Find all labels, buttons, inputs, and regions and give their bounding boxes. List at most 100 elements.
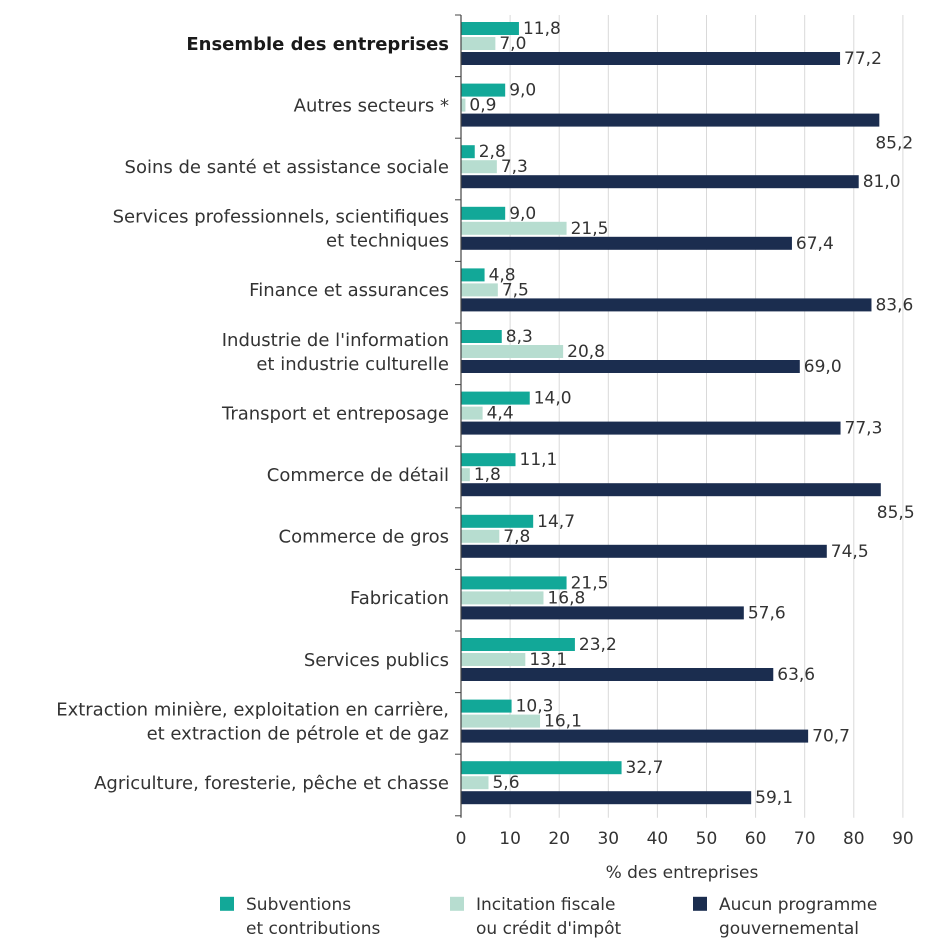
- category-label: Autres secteurs *: [294, 95, 449, 116]
- value-label-s1-c10: 13,1: [529, 650, 567, 670]
- bar-s0-c11: [461, 699, 512, 713]
- value-label-s0-c5: 8,3: [506, 327, 533, 347]
- x-axis-title: % des entreprises: [606, 863, 759, 883]
- value-label-s2-c6: 77,3: [845, 419, 883, 439]
- bar-s1-c7: [461, 468, 470, 482]
- category-label: Transport et entreposage: [221, 403, 449, 424]
- x-tick-30: 30: [597, 829, 619, 849]
- x-tick-20: 20: [548, 829, 570, 849]
- value-label-s2-c10: 63,6: [777, 665, 815, 685]
- bar-s2-c1: [461, 113, 880, 127]
- value-label-s0-c6: 14,0: [534, 389, 572, 409]
- category-label: Ensemble des entreprises: [186, 34, 449, 55]
- category-label: Services publics: [304, 650, 449, 671]
- value-label-s2-c12: 59,1: [755, 788, 793, 808]
- legend: Subventions et contributions Incitation fi…: [220, 895, 877, 939]
- value-label-s1-c9: 16,8: [547, 588, 585, 608]
- value-label-s2-c0: 77,2: [844, 49, 882, 69]
- value-label-s2-c3: 67,4: [796, 234, 834, 254]
- bar-s1-c6: [461, 406, 483, 420]
- category-label: Services professionnels, scientifiques: [113, 207, 449, 228]
- legend-swatch-s2: [693, 896, 707, 911]
- bar-s0-c6: [461, 391, 530, 405]
- value-labels: 11,87,0 77,2 9,0 0,9 85,2 2,87,3 81,0 9,0 21,5 67…: [469, 19, 914, 808]
- value-label-s2-c5: 69,0: [804, 357, 842, 377]
- x-tick-0: 0: [456, 829, 467, 849]
- bar-s2-c10: [461, 668, 774, 681]
- category-label: Industrie de l'information: [222, 330, 449, 351]
- bar-s0-c3: [461, 206, 506, 220]
- bar-s1-c11: [461, 714, 541, 728]
- bar-s2-c6: [461, 421, 841, 435]
- value-label-s1-c8: 7,8: [503, 527, 530, 547]
- bars: [461, 22, 881, 805]
- bar-s0-c7: [461, 453, 516, 467]
- bar-s0-c1: [461, 83, 506, 97]
- bar-s0-c10: [461, 638, 575, 651]
- category-label: Fabrication: [350, 588, 449, 609]
- x-tick-40: 40: [647, 829, 669, 849]
- bar-s0-c4: [461, 268, 485, 282]
- value-label-s0-c12: 32,7: [626, 758, 664, 778]
- value-label-s2-c2: 81,0: [863, 172, 901, 192]
- category-label: Finance et assurances: [249, 280, 449, 301]
- value-label-s2-c9: 57,6: [748, 603, 786, 623]
- value-label-s1-c6: 4,4: [487, 404, 514, 424]
- value-label-s1-c12: 5,6: [492, 773, 519, 793]
- value-label-s0-c9: 21,5: [571, 573, 609, 593]
- bar-s2-c12: [461, 791, 752, 805]
- category-label: Soins de santé et assistance sociale: [125, 157, 449, 178]
- value-label-s0-c0: 11,8: [523, 19, 561, 39]
- legend-label-s0: Subventions: [246, 895, 351, 915]
- value-label-s1-c11: 16,1: [544, 712, 582, 732]
- value-label-s1-c5: 20,8: [567, 342, 605, 362]
- bar-s1-c4: [461, 283, 498, 297]
- value-label-s1-c7: 1,8: [474, 465, 501, 485]
- bar-s2-c9: [461, 606, 744, 620]
- legend-label-s2: Aucun programme: [719, 895, 877, 915]
- bar-s1-c8: [461, 529, 500, 543]
- legend-swatch-s0: [220, 896, 234, 911]
- bar-s1-c5: [461, 345, 564, 358]
- value-label-s0-c10: 23,2: [579, 635, 617, 655]
- value-label-s0-c4: 4,8: [489, 265, 516, 285]
- value-label-s1-c4: 7,5: [502, 280, 529, 300]
- bar-s2-c0: [461, 52, 841, 65]
- bar-s2-c2: [461, 175, 859, 189]
- x-tick-90: 90: [892, 829, 914, 849]
- bar-s1-c10: [461, 653, 526, 666]
- category-label: et extraction de pétrole et de gaz: [147, 723, 449, 744]
- bar-s0-c9: [461, 576, 567, 590]
- value-label-s0-c1: 9,0: [509, 81, 536, 101]
- bar-s1-c12: [461, 776, 489, 790]
- x-tick-70: 70: [794, 829, 816, 849]
- bar-s2-c5: [461, 360, 800, 373]
- category-label: et industrie culturelle: [256, 354, 449, 375]
- x-tick-labels: 0 10 20 30 40 50 60 70 80 90: [456, 829, 914, 849]
- bar-s2-c11: [461, 729, 809, 743]
- legend-swatch-s1: [450, 896, 464, 911]
- bar-s0-c12: [461, 761, 622, 775]
- legend-label-s1: ou crédit d'impôt: [476, 919, 622, 939]
- category-label: Commerce de gros: [279, 527, 449, 548]
- value-label-s0-c3: 9,0: [509, 204, 536, 224]
- value-label-s0-c11: 10,3: [516, 697, 554, 717]
- value-label-s2-c7: 85,5: [877, 503, 915, 523]
- category-label: et techniques: [326, 231, 449, 252]
- bar-s1-c0: [461, 37, 496, 50]
- value-label-s1-c2: 7,3: [501, 157, 528, 177]
- bar-s0-c0: [461, 22, 519, 35]
- value-label-s2-c4: 83,6: [875, 295, 913, 315]
- value-label-s1-c1: 0,9: [469, 96, 496, 116]
- bar-s2-c3: [461, 236, 792, 250]
- legend-label-s0: et contributions: [246, 919, 381, 939]
- bar-s2-c7: [461, 483, 881, 497]
- value-label-s0-c7: 11,1: [520, 450, 558, 470]
- value-label-s2-c1: 85,2: [875, 134, 913, 154]
- value-label-s1-c0: 7,0: [499, 34, 526, 54]
- x-tick-60: 60: [745, 829, 767, 849]
- value-label-s0-c8: 14,7: [537, 512, 575, 532]
- category-label: Commerce de détail: [267, 465, 449, 486]
- x-tick-80: 80: [843, 829, 865, 849]
